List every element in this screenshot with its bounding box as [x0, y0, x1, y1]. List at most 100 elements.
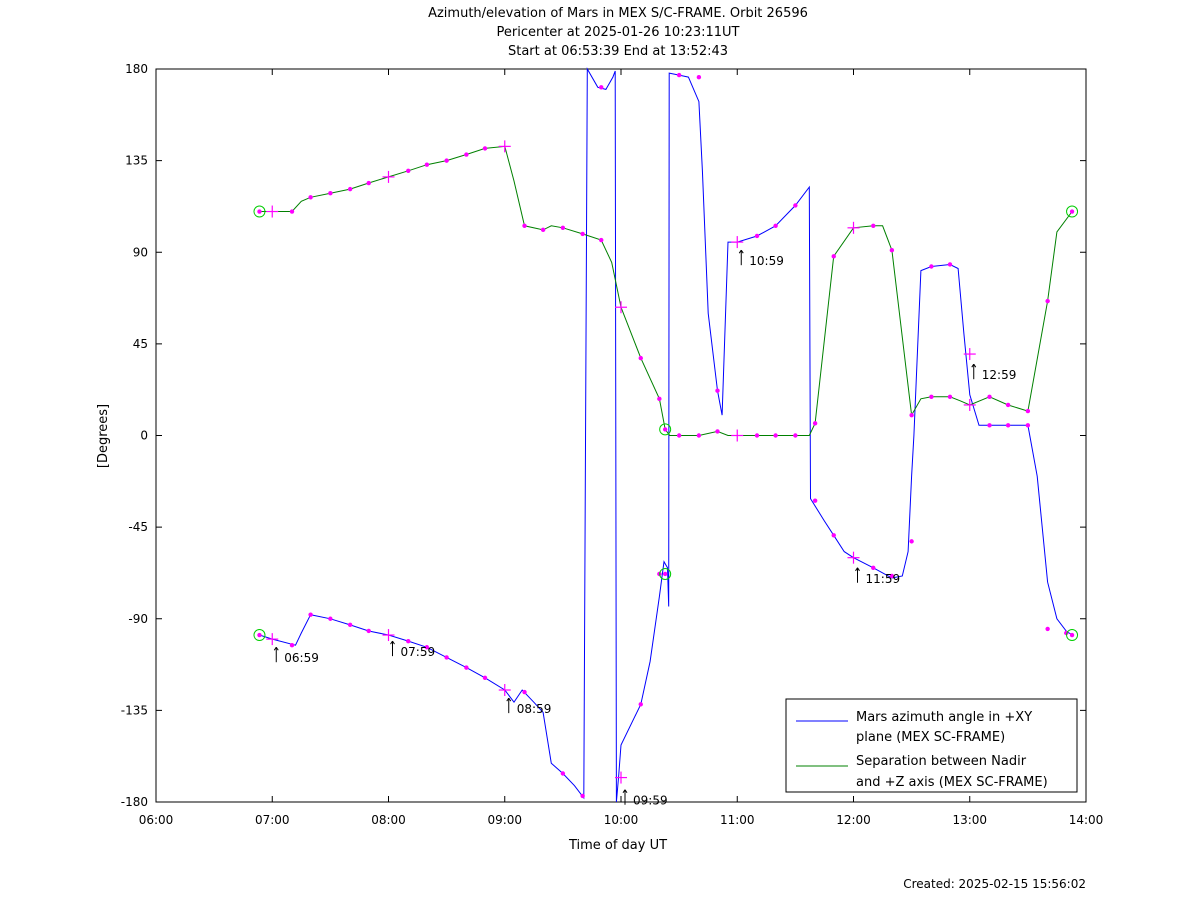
separation-point-marker [812, 421, 818, 426]
separation-point-marker [754, 433, 760, 438]
annotation-arrow-left [855, 567, 858, 572]
time-annotation: 07:59 [390, 640, 436, 659]
annotation-label: 06:59 [284, 651, 319, 665]
annotation-arrow-right [275, 646, 279, 651]
title-line-2: Pericenter at 2025-01-26 10:23:11UT [496, 25, 739, 40]
separation-point-marker [1005, 402, 1011, 408]
annotation-label: 11:59 [866, 572, 901, 586]
hour-cross-marker [498, 684, 511, 697]
azimuth-point-marker [793, 203, 798, 208]
hour-cross-marker [266, 205, 279, 218]
azimuth-point-marker [638, 702, 643, 707]
azimuth-point-marker [406, 638, 411, 644]
series-lines [259, 67, 1073, 803]
time-annotation: 06:59 [273, 646, 319, 665]
separation-point-marker [599, 237, 604, 243]
y-tick-label: 135 [125, 154, 148, 168]
separation-point-marker [715, 429, 720, 434]
azimuth-point-marker [1045, 626, 1050, 632]
endpoint-center-dot [662, 427, 668, 432]
chart-title: Azimuth/elevation of Mars in MEX S/C-FRA… [428, 6, 808, 59]
separation-point-marker [1045, 298, 1050, 304]
azimuth-point-marker [773, 223, 778, 228]
annotation-arrow-right [857, 567, 860, 572]
hour-cross-marker [266, 633, 279, 646]
y-axis-label: [Degrees] [96, 404, 111, 468]
annotations: 06:59 07:59 08:59 09:59 10:59 11:59 12:59 [273, 249, 1016, 808]
separation-point-marker [871, 223, 876, 228]
legend-label-azimuth-line-1: Mars azimuth angle in +XY [856, 710, 1032, 725]
azimuth-point-marker [1005, 423, 1011, 428]
separation-point-marker [580, 231, 585, 237]
endpoint-center-dot [257, 632, 262, 638]
azimuth-point-marker [366, 628, 371, 634]
annotation-arrow-right [973, 363, 977, 368]
endpoint-circle-marker [253, 629, 266, 642]
azimuth-point-marker [929, 264, 934, 269]
time-annotation: 09:59 [622, 789, 668, 808]
annotation-label: 07:59 [401, 645, 436, 659]
separation-point-marker [929, 394, 934, 400]
azimuth-point-marker [580, 793, 585, 799]
separation-point-marker [444, 158, 449, 163]
azimuth-point-marker [947, 262, 953, 267]
axis-ticks: 06:00 07:00 08:00 09:00 10:00 11:00 12:00 13:00… [121, 62, 1104, 827]
endpoint-circle-marker [659, 423, 672, 436]
annotation-arrow-right [740, 249, 744, 254]
time-annotation: 12:59 [971, 363, 1016, 382]
azimuth-point-marker [831, 533, 836, 538]
y-tick-label: 0 [140, 429, 148, 443]
azimuth-point-marker [696, 74, 702, 80]
endpoint-circle-marker [1066, 205, 1079, 218]
annotation-arrow-right [624, 789, 628, 794]
hour-cross-marker [847, 551, 860, 564]
azimuth-point-marker [289, 643, 295, 648]
legend-label-separation-line-2: and +Z axis (MEX SC-FRAME) [856, 775, 1048, 790]
endpoint-center-dot [1069, 632, 1075, 638]
endpoint-center-dot [257, 209, 262, 214]
annotation-label: 08:59 [517, 702, 552, 716]
separation-point-marker [793, 433, 798, 438]
markers [253, 72, 1079, 799]
x-tick-label: 11:00 [720, 813, 755, 827]
azimuth-point-marker [754, 233, 760, 239]
hour-cross-marker [847, 221, 860, 234]
annotation-arrow-left [971, 363, 975, 368]
y-tick-label: 90 [133, 245, 148, 259]
time-annotation: 08:59 [506, 697, 552, 716]
azimuth-point-marker [424, 645, 430, 650]
time-annotation: 10:59 [738, 249, 784, 268]
separation-point-marker [657, 396, 662, 402]
separation-point-marker [289, 209, 295, 214]
y-tick-label: 45 [133, 337, 148, 351]
x-tick-label: 10:00 [604, 813, 639, 827]
x-tick-label: 13:00 [952, 813, 987, 827]
title-line-1: Azimuth/elevation of Mars in MEX S/C-FRA… [428, 6, 808, 21]
azimuth-point-marker [715, 388, 720, 393]
separation-point-marker [676, 433, 682, 438]
separation-point-marker [328, 191, 333, 196]
separation-point-marker [947, 394, 953, 400]
separation-series-line [259, 145, 1073, 436]
y-tick-label: -90 [128, 612, 148, 626]
separation-point-marker [406, 168, 411, 174]
hour-cross-marker [382, 170, 395, 183]
azimuth-point-marker [987, 423, 992, 428]
hour-cross-marker [731, 429, 744, 442]
created-timestamp: Created: 2025-02-15 15:56:02 [903, 877, 1086, 891]
x-tick-label: 07:00 [255, 813, 290, 827]
annotation-label: 09:59 [633, 794, 668, 808]
x-tick-label: 14:00 [1069, 813, 1104, 827]
separation-point-marker [366, 180, 371, 186]
hour-cross-marker [963, 398, 976, 411]
endpoint-center-dot [1069, 209, 1075, 214]
separation-point-marker [889, 248, 895, 253]
hour-cross-marker [615, 301, 627, 314]
separation-point-marker [482, 146, 488, 151]
annotation-label: 10:59 [749, 254, 784, 268]
separation-point-marker [522, 223, 527, 228]
annotation-arrow-left [506, 697, 510, 702]
separation-point-marker [560, 225, 566, 231]
separation-point-marker [831, 254, 836, 259]
